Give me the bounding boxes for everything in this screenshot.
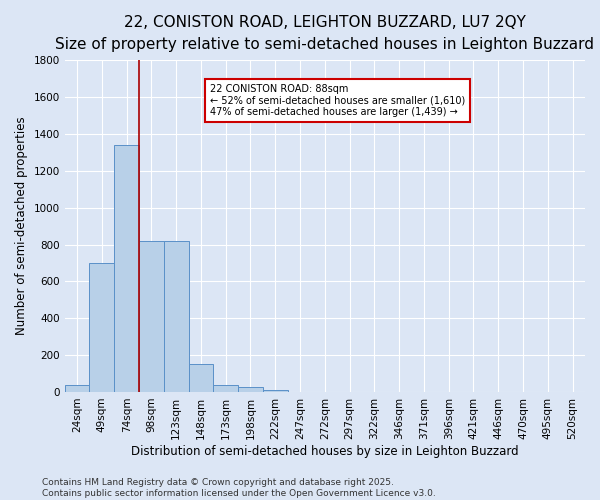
Bar [114, 145, 139, 392]
X-axis label: Distribution of semi-detached houses by size in Leighton Buzzard: Distribution of semi-detached houses by … [131, 444, 518, 458]
Bar [89, 263, 114, 392]
Y-axis label: Number of semi-detached properties: Number of semi-detached properties [15, 117, 28, 336]
Bar [139, 241, 164, 392]
Text: Contains HM Land Registry data © Crown copyright and database right 2025.
Contai: Contains HM Land Registry data © Crown c… [42, 478, 436, 498]
Bar [263, 390, 287, 392]
Bar [65, 384, 89, 392]
Text: 22 CONISTON ROAD: 88sqm
← 52% of semi-detached houses are smaller (1,610)
47% of: 22 CONISTON ROAD: 88sqm ← 52% of semi-de… [211, 84, 466, 116]
Bar [164, 241, 188, 392]
Bar [214, 384, 238, 392]
Bar [238, 388, 263, 392]
Bar [188, 364, 214, 392]
Title: 22, CONISTON ROAD, LEIGHTON BUZZARD, LU7 2QY
Size of property relative to semi-d: 22, CONISTON ROAD, LEIGHTON BUZZARD, LU7… [55, 15, 595, 52]
